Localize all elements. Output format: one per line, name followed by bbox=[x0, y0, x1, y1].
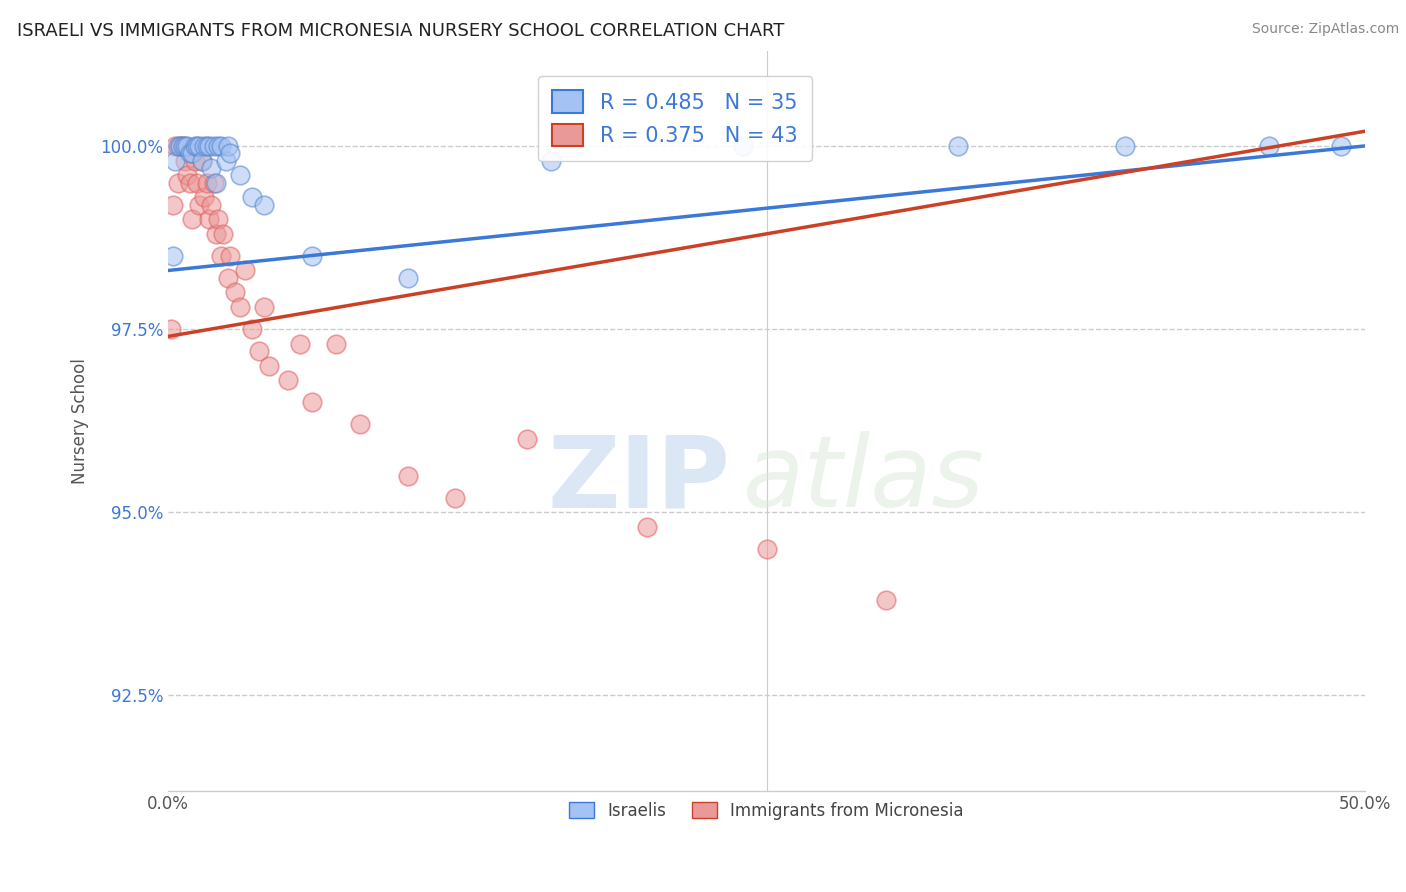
Point bbox=[229, 300, 252, 314]
Point bbox=[198, 212, 221, 227]
Point bbox=[301, 249, 323, 263]
Point bbox=[166, 139, 188, 153]
Point bbox=[207, 139, 229, 153]
Point bbox=[516, 432, 538, 446]
Text: ZIP: ZIP bbox=[548, 432, 731, 528]
Point bbox=[217, 139, 239, 153]
Point bbox=[396, 270, 419, 285]
Point bbox=[195, 176, 218, 190]
Point bbox=[179, 176, 201, 190]
Point bbox=[325, 336, 347, 351]
Point bbox=[169, 139, 191, 153]
Point bbox=[219, 146, 242, 161]
Point bbox=[200, 197, 222, 211]
Point bbox=[233, 263, 256, 277]
Point bbox=[181, 146, 204, 161]
Point bbox=[193, 190, 215, 204]
Point bbox=[200, 161, 222, 175]
Point bbox=[229, 168, 252, 182]
Y-axis label: Nursery School: Nursery School bbox=[72, 358, 89, 483]
Point bbox=[1258, 139, 1281, 153]
Point bbox=[179, 146, 201, 161]
Point bbox=[301, 395, 323, 409]
Point bbox=[181, 212, 204, 227]
Point bbox=[183, 139, 205, 153]
Point bbox=[207, 212, 229, 227]
Point bbox=[205, 176, 228, 190]
Point bbox=[186, 176, 208, 190]
Point bbox=[174, 139, 197, 153]
Point bbox=[240, 190, 263, 204]
Point bbox=[946, 139, 969, 153]
Point bbox=[188, 139, 211, 153]
Text: ISRAELI VS IMMIGRANTS FROM MICRONESIA NURSERY SCHOOL CORRELATION CHART: ISRAELI VS IMMIGRANTS FROM MICRONESIA NU… bbox=[17, 22, 785, 40]
Point bbox=[198, 139, 221, 153]
Point bbox=[190, 153, 212, 168]
Point bbox=[212, 227, 235, 241]
Point bbox=[202, 176, 225, 190]
Point bbox=[214, 153, 236, 168]
Point bbox=[193, 139, 215, 153]
Point bbox=[186, 139, 208, 153]
Point bbox=[253, 197, 276, 211]
Point bbox=[169, 139, 191, 153]
Point bbox=[205, 227, 228, 241]
Point bbox=[731, 139, 754, 153]
Point bbox=[217, 270, 239, 285]
Point bbox=[172, 139, 194, 153]
Point bbox=[444, 491, 467, 505]
Point bbox=[176, 168, 198, 182]
Point bbox=[636, 520, 658, 534]
Point bbox=[165, 139, 187, 153]
Point bbox=[172, 139, 194, 153]
Point bbox=[277, 373, 299, 387]
Point bbox=[875, 593, 897, 607]
Point bbox=[174, 153, 197, 168]
Point bbox=[183, 153, 205, 168]
Point bbox=[165, 153, 187, 168]
Point bbox=[349, 417, 371, 432]
Text: atlas: atlas bbox=[742, 432, 984, 528]
Point bbox=[396, 468, 419, 483]
Point bbox=[176, 139, 198, 153]
Point bbox=[209, 139, 232, 153]
Point bbox=[540, 153, 562, 168]
Point bbox=[202, 139, 225, 153]
Point bbox=[209, 249, 232, 263]
Point bbox=[1114, 139, 1136, 153]
Point bbox=[219, 249, 242, 263]
Point bbox=[253, 300, 276, 314]
Point bbox=[162, 249, 184, 263]
Point bbox=[240, 322, 263, 336]
Point bbox=[159, 322, 181, 336]
Point bbox=[755, 541, 778, 556]
Point bbox=[1330, 139, 1353, 153]
Point bbox=[162, 197, 184, 211]
Point bbox=[224, 285, 246, 300]
Point bbox=[166, 176, 188, 190]
Point bbox=[257, 359, 280, 373]
Point bbox=[288, 336, 311, 351]
Point bbox=[195, 139, 218, 153]
Point bbox=[190, 153, 212, 168]
Point bbox=[188, 197, 211, 211]
Point bbox=[247, 344, 270, 359]
Legend: Israelis, Immigrants from Micronesia: Israelis, Immigrants from Micronesia bbox=[562, 796, 970, 827]
Text: Source: ZipAtlas.com: Source: ZipAtlas.com bbox=[1251, 22, 1399, 37]
